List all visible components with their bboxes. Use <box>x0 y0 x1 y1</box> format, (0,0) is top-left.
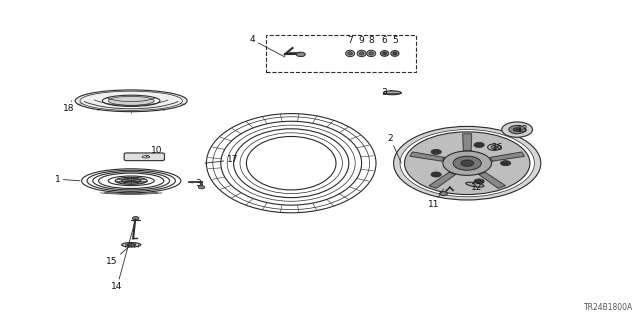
Circle shape <box>132 217 139 220</box>
Circle shape <box>509 125 525 134</box>
Circle shape <box>474 142 484 148</box>
Circle shape <box>461 160 474 166</box>
Ellipse shape <box>348 52 353 55</box>
Ellipse shape <box>221 121 362 205</box>
Ellipse shape <box>122 243 141 247</box>
Circle shape <box>453 156 481 170</box>
Polygon shape <box>463 134 472 150</box>
Ellipse shape <box>393 52 397 55</box>
Ellipse shape <box>76 90 188 112</box>
Ellipse shape <box>380 51 389 56</box>
FancyBboxPatch shape <box>124 153 164 161</box>
Ellipse shape <box>227 125 355 201</box>
Text: 13: 13 <box>517 125 529 134</box>
Polygon shape <box>429 172 456 188</box>
Ellipse shape <box>99 173 164 188</box>
Ellipse shape <box>80 91 182 110</box>
Ellipse shape <box>206 114 376 213</box>
FancyBboxPatch shape <box>266 35 416 72</box>
Ellipse shape <box>93 172 170 190</box>
Ellipse shape <box>122 179 141 183</box>
Text: 7: 7 <box>348 36 353 45</box>
Text: 6: 6 <box>382 36 387 45</box>
Circle shape <box>440 192 447 196</box>
Ellipse shape <box>212 117 370 210</box>
Ellipse shape <box>108 176 154 186</box>
Ellipse shape <box>246 136 336 190</box>
Text: 17: 17 <box>205 156 238 164</box>
Ellipse shape <box>390 51 399 56</box>
Circle shape <box>474 179 484 184</box>
Text: 14: 14 <box>111 219 136 291</box>
Text: 3: 3 <box>190 180 201 188</box>
Text: 5: 5 <box>392 36 397 45</box>
Text: 3: 3 <box>381 88 392 97</box>
Ellipse shape <box>357 50 366 57</box>
Polygon shape <box>479 172 506 188</box>
Text: 16: 16 <box>492 143 504 152</box>
Text: 18: 18 <box>63 101 75 113</box>
Ellipse shape <box>102 95 160 106</box>
Ellipse shape <box>108 96 154 105</box>
Circle shape <box>491 146 497 149</box>
Circle shape <box>443 151 492 175</box>
Polygon shape <box>410 152 444 161</box>
Circle shape <box>431 149 441 155</box>
Ellipse shape <box>359 52 364 55</box>
Ellipse shape <box>383 91 401 95</box>
Ellipse shape <box>234 129 349 197</box>
Ellipse shape <box>127 244 136 246</box>
Text: 4: 4 <box>250 36 285 57</box>
Text: 8: 8 <box>369 36 374 45</box>
Circle shape <box>431 172 441 177</box>
Ellipse shape <box>87 170 175 191</box>
Circle shape <box>296 52 305 57</box>
Circle shape <box>198 186 205 189</box>
Circle shape <box>513 128 521 132</box>
Ellipse shape <box>82 169 180 193</box>
Ellipse shape <box>115 177 147 184</box>
Text: 11: 11 <box>428 189 444 209</box>
Polygon shape <box>490 152 524 161</box>
Ellipse shape <box>142 156 150 158</box>
Ellipse shape <box>466 182 484 187</box>
Text: 10: 10 <box>146 146 163 157</box>
Circle shape <box>500 161 511 166</box>
Text: TR24B1800A: TR24B1800A <box>584 303 634 312</box>
Circle shape <box>404 132 530 195</box>
Ellipse shape <box>240 133 342 194</box>
Ellipse shape <box>346 50 355 57</box>
Ellipse shape <box>383 52 387 55</box>
Text: 9: 9 <box>359 36 364 45</box>
Circle shape <box>488 144 500 150</box>
Text: 12: 12 <box>471 183 483 192</box>
Text: 1: 1 <box>55 175 80 184</box>
Ellipse shape <box>367 50 376 57</box>
Circle shape <box>394 126 541 200</box>
Circle shape <box>502 122 532 137</box>
Text: 2: 2 <box>388 134 401 163</box>
Text: 15: 15 <box>106 245 131 266</box>
Circle shape <box>400 130 534 197</box>
Ellipse shape <box>369 52 374 55</box>
